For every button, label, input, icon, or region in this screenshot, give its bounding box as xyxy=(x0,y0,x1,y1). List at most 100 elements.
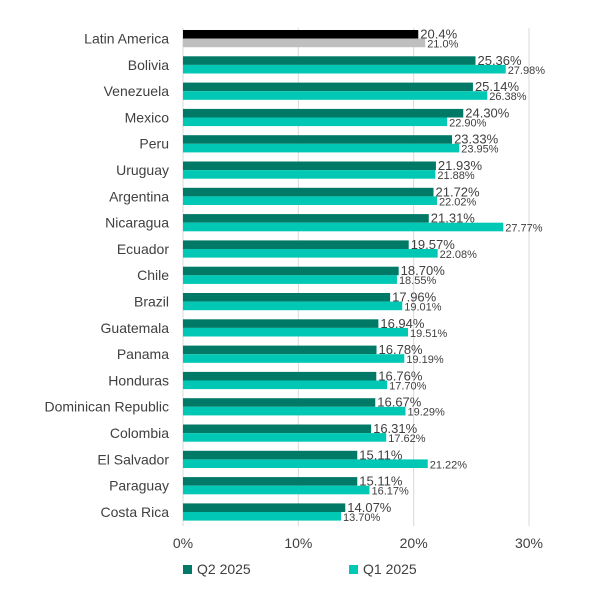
bar-q2 xyxy=(183,503,346,512)
legend-swatch-q2 xyxy=(183,565,192,574)
value-label-q1: 17.70% xyxy=(389,380,427,392)
value-label-q1: 23.95% xyxy=(461,144,499,156)
x-tick-label: 10% xyxy=(284,535,312,551)
bar-q2 xyxy=(183,424,372,434)
bar-q2 xyxy=(183,240,409,249)
bar-q1 xyxy=(183,380,388,390)
value-label-q2: 18.70% xyxy=(401,263,446,278)
value-label-q2: 16.78% xyxy=(379,342,424,357)
value-label-q2: 23.33% xyxy=(454,132,499,147)
value-label-q2: 16.76% xyxy=(378,368,423,383)
category-label: Ecuador xyxy=(117,241,169,257)
category-label: Mexico xyxy=(125,109,170,125)
bar-q1 xyxy=(183,512,342,521)
category-label: Panama xyxy=(117,346,169,362)
legend-label-q2: Q2 2025 xyxy=(197,561,251,577)
bar-q1 xyxy=(183,196,437,205)
bar-q2 xyxy=(183,293,391,302)
category-label: Honduras xyxy=(108,372,169,388)
value-label-q2: 16.67% xyxy=(377,395,422,410)
x-tick-label: 0% xyxy=(173,535,193,551)
value-label-q1: 21.22% xyxy=(430,459,468,471)
value-label-q1: 19.29% xyxy=(407,407,445,419)
category-label: Chile xyxy=(137,267,169,283)
x-tick-label: 30% xyxy=(515,535,543,551)
x-tick-label: 20% xyxy=(400,535,428,551)
bar-q2 xyxy=(183,214,429,223)
value-label-q1: 22.90% xyxy=(449,117,487,129)
value-label-q2: 14.07% xyxy=(347,500,392,515)
value-label-q1: 27.77% xyxy=(505,223,543,235)
bar-q1 xyxy=(183,170,436,179)
legend: Q2 2025 Q1 2025 xyxy=(183,561,417,577)
bar-q2 xyxy=(183,371,377,381)
category-label: Costa Rica xyxy=(101,504,170,520)
bar-q1 xyxy=(183,64,506,74)
bar-q2 xyxy=(183,398,376,407)
value-label-q2: 20.4% xyxy=(420,27,457,42)
value-label-q1: 21.0% xyxy=(427,39,458,51)
legend-swatch-q1 xyxy=(349,565,358,574)
bar-q2 xyxy=(183,345,377,355)
bar-q1 xyxy=(183,354,405,363)
value-label-q2: 19.57% xyxy=(411,237,456,252)
bar-q1 xyxy=(183,406,406,416)
category-label: Argentina xyxy=(109,188,169,204)
x-axis-ticks: 0% 10% 20% 30% xyxy=(173,535,543,551)
category-label: Guatemala xyxy=(101,320,170,336)
bar-q1 xyxy=(183,222,504,232)
bar-q2 xyxy=(183,82,473,92)
value-label-q1: 19.01% xyxy=(404,302,442,314)
bar-q2 xyxy=(183,319,379,328)
bars xyxy=(183,30,506,521)
value-label-q2: 25.36% xyxy=(477,53,522,68)
value-label-q1: 19.19% xyxy=(406,354,444,366)
value-label-q1: 17.62% xyxy=(388,433,426,445)
category-label: El Salvador xyxy=(97,451,169,467)
bar-q1 xyxy=(183,143,460,153)
bar-q1 xyxy=(183,459,428,468)
category-label: Bolivia xyxy=(128,57,169,73)
bar-q1 xyxy=(183,433,387,442)
bar-q2 xyxy=(183,187,434,197)
category-label: Brazil xyxy=(134,294,169,310)
bar-q2 xyxy=(183,30,419,39)
bar-q1 xyxy=(183,275,397,284)
category-label: Dominican Republic xyxy=(44,399,169,415)
value-label-q2: 15.11% xyxy=(359,447,403,462)
value-label-q1: 19.51% xyxy=(410,328,448,340)
value-label-q1: 27.98% xyxy=(508,65,546,77)
category-label: Venezuela xyxy=(104,83,170,99)
value-label-q1: 26.38% xyxy=(489,91,527,103)
category-label: Paraguay xyxy=(109,478,169,494)
bar-q2 xyxy=(183,135,453,144)
value-label-q2: 21.31% xyxy=(431,211,476,226)
category-label: Colombia xyxy=(110,425,169,441)
legend-label-q1: Q1 2025 xyxy=(363,561,417,577)
category-label: Nicaragua xyxy=(105,215,169,231)
value-label-q1: 22.08% xyxy=(440,249,478,261)
value-label-q1: 13.70% xyxy=(343,512,381,524)
category-label: Latin America xyxy=(84,31,169,47)
bar-q1 xyxy=(183,117,448,127)
value-labels: 20.4%21.0% 25.36%27.98% 25.14%26.38% 24.30%… xyxy=(343,27,545,524)
value-label-q1: 21.88% xyxy=(437,170,475,182)
value-label-q2: 16.94% xyxy=(380,316,425,331)
category-label: Peru xyxy=(139,136,169,152)
category-labels: Latin America Bolivia Venezuela Mexico Peru U… xyxy=(44,31,169,520)
bar-q1 xyxy=(183,327,409,337)
value-label-q2: 24.30% xyxy=(465,105,510,120)
bar-q2 xyxy=(183,450,358,460)
value-label-q1: 18.55% xyxy=(399,275,437,287)
category-label: Uruguay xyxy=(116,162,169,178)
value-label-q2: 25.14% xyxy=(475,79,520,94)
bar-q2 xyxy=(183,108,464,118)
value-label-q2: 21.72% xyxy=(436,184,481,199)
bar-q1 xyxy=(183,301,403,311)
value-label-q1: 16.17% xyxy=(371,486,409,498)
value-label-q2: 17.96% xyxy=(392,290,437,305)
value-label-q2: 16.31% xyxy=(373,421,418,436)
value-label-q2: 15.11% xyxy=(359,474,403,489)
bar-q1 xyxy=(183,38,426,48)
